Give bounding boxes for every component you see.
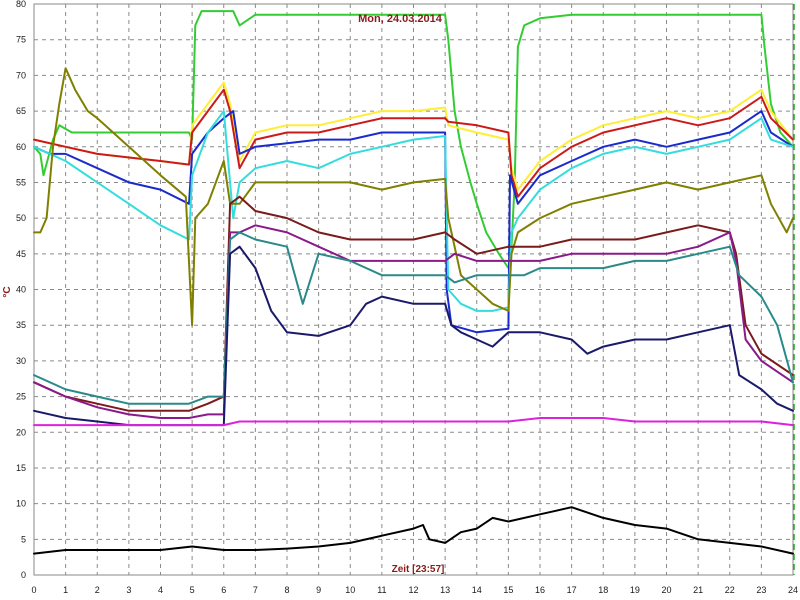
- tick-labels: 0 1 2 3 4 5 6 7 8 9 10 11 12 13 14 15 16 17 18 19 20 21 22 23 24…: [16, 0, 798, 595]
- y-tick-label: 5: [21, 534, 26, 544]
- x-tick-label: 7: [253, 585, 258, 595]
- x-tick-label: 13: [440, 585, 450, 595]
- y-tick-label: 80: [16, 0, 26, 9]
- y-tick-label: 65: [16, 106, 26, 116]
- series: [33, 10, 794, 555]
- x-tick-label: 2: [95, 585, 100, 595]
- x-tick-label: 10: [345, 585, 355, 595]
- x-tick-label: 19: [630, 585, 640, 595]
- chart-title: Mon, 24.03.2014: [358, 13, 443, 25]
- x-tick-label: 5: [190, 585, 195, 595]
- x-tick-label: 0: [31, 585, 36, 595]
- y-tick-label: 45: [16, 249, 26, 259]
- x-tick-label: 20: [661, 585, 671, 595]
- y-tick-label: 50: [16, 213, 26, 223]
- y-tick-label: 70: [16, 70, 26, 80]
- series-line: [33, 195, 794, 412]
- y-tick-label: 0: [21, 570, 26, 580]
- x-axis-label: Zeit [23:57]: [392, 564, 445, 575]
- series-line: [33, 506, 794, 555]
- x-tick-label: 4: [158, 585, 163, 595]
- x-tick-label: 9: [316, 585, 321, 595]
- x-tick-label: 18: [598, 585, 608, 595]
- x-tick-label: 21: [693, 585, 703, 595]
- x-tick-label: 24: [788, 585, 798, 595]
- x-tick-label: 1: [63, 585, 68, 595]
- x-tick-label: 6: [221, 585, 226, 595]
- y-tick-label: 20: [16, 427, 26, 437]
- x-tick-label: 15: [503, 585, 513, 595]
- series-line: [33, 88, 794, 198]
- y-tick-label: 40: [16, 285, 26, 295]
- series-line: [33, 231, 794, 405]
- x-tick-label: 22: [725, 585, 735, 595]
- y-tick-label: 10: [16, 499, 26, 509]
- x-tick-label: 17: [567, 585, 577, 595]
- x-tick-label: 3: [126, 585, 131, 595]
- y-tick-label: 75: [16, 35, 26, 45]
- y-tick-label: 35: [16, 320, 26, 330]
- series-line: [33, 224, 794, 419]
- series-line: [33, 67, 794, 327]
- x-tick-label: 16: [535, 585, 545, 595]
- x-tick-label: 23: [756, 585, 766, 595]
- series-line: [33, 110, 794, 334]
- series-line: [33, 110, 794, 312]
- series-line: [33, 10, 794, 270]
- y-axis-label: °C: [2, 286, 13, 297]
- y-tick-label: 25: [16, 392, 26, 402]
- grid: [33, 3, 794, 576]
- y-tick-label: 55: [16, 177, 26, 187]
- x-tick-label: 12: [408, 585, 418, 595]
- x-tick-label: 11: [377, 585, 386, 595]
- y-tick-label: 30: [16, 356, 26, 366]
- y-tick-label: 15: [16, 463, 26, 473]
- x-tick-label: 8: [284, 585, 289, 595]
- series-line: [33, 417, 794, 427]
- x-tick-label: 14: [472, 585, 482, 595]
- y-tick-label: 60: [16, 142, 26, 152]
